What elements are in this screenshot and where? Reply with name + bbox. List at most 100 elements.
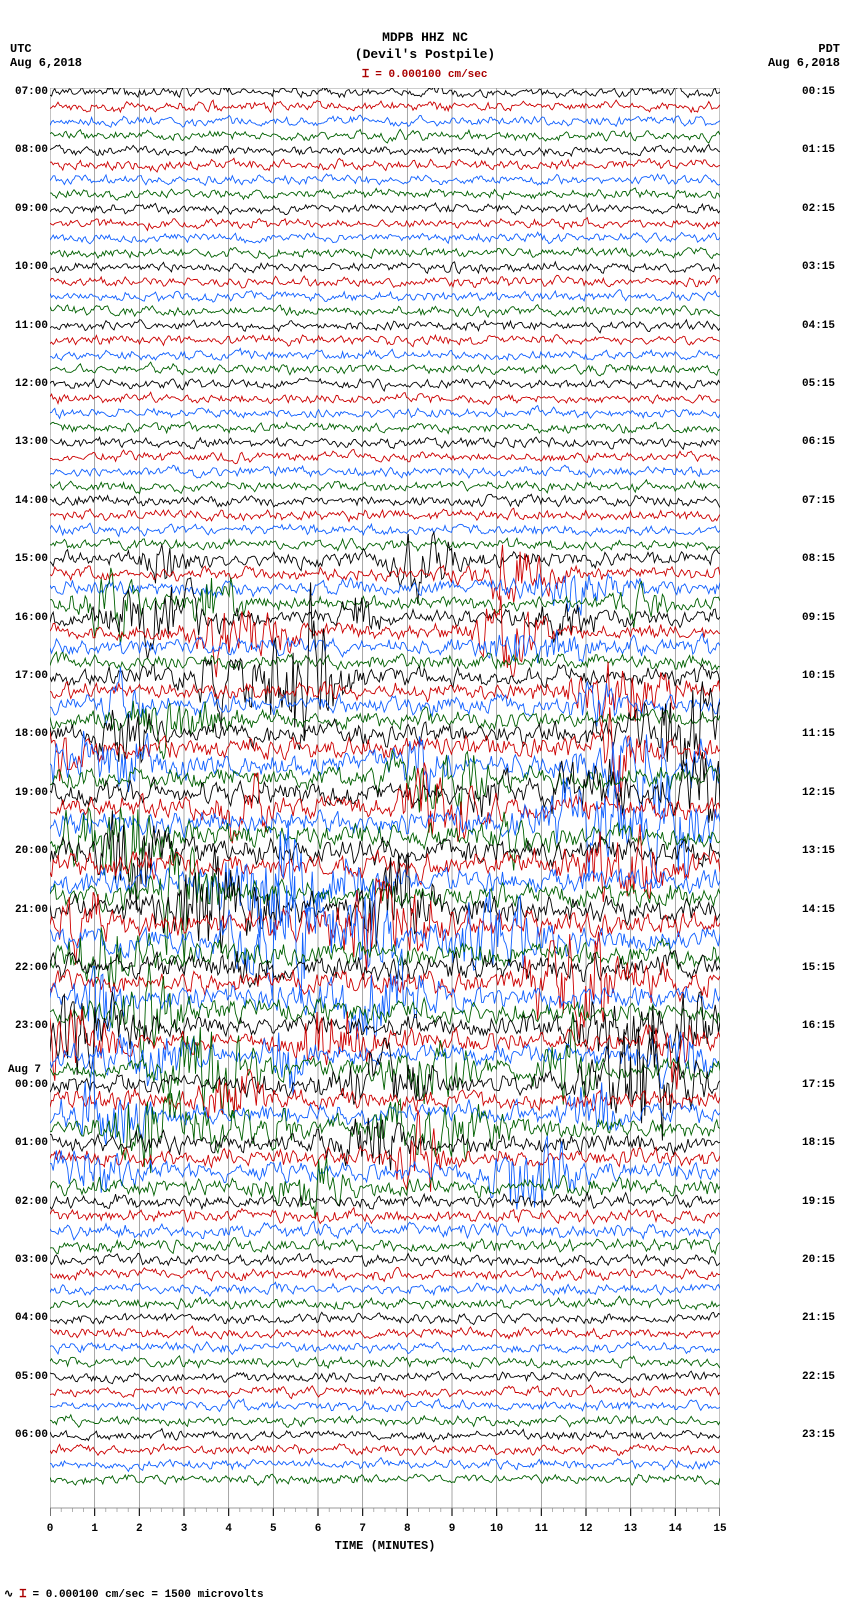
x-tick-label: 13 [624,1523,637,1535]
seismic-trace [50,951,720,988]
seismic-trace [50,437,720,449]
seismic-trace [50,1474,720,1485]
right-time-label: 05:15 [802,378,835,390]
seismic-trace [50,203,720,215]
seismic-trace [50,750,720,815]
left-time-label: 12:00 [15,378,48,390]
seismic-trace [50,480,720,494]
right-time-label: 11:15 [802,728,835,740]
seismic-trace [50,1253,720,1266]
left-time-label: 15:00 [15,553,48,565]
x-tick-label: 7 [359,1523,366,1535]
x-tick-label: 1 [91,1523,98,1535]
seismic-trace [50,1025,720,1140]
left-time-label: 03:00 [15,1254,48,1266]
x-tick-label: 8 [404,1523,411,1535]
seismic-trace [50,232,720,244]
seismic-trace [50,1090,720,1173]
seismic-trace [50,523,720,536]
right-time-label: 09:15 [802,612,835,624]
left-time-label: 06:00 [15,1429,48,1441]
x-tick-label: 4 [225,1523,232,1535]
seismic-trace [50,305,720,317]
seismic-trace [50,1267,720,1281]
seismic-trace [50,378,720,391]
seismic-trace [50,652,720,670]
right-time-label: 15:15 [802,962,835,974]
seismic-trace [50,1458,720,1472]
x-tick-label: 9 [449,1523,456,1535]
right-time-label: 08:15 [802,553,835,565]
station-code: MDPB HHZ NC [0,30,850,47]
right-time-label: 12:15 [802,787,835,799]
left-time-label: 20:00 [15,845,48,857]
seismic-trace [50,964,720,1059]
seismic-trace [50,348,720,360]
seismic-trace [50,1032,720,1096]
scale-bar-icon: Ɪ [363,69,376,81]
seismic-trace [50,465,720,478]
seismic-trace [50,1415,720,1428]
seismic-trace [50,100,720,112]
left-time-label: 17:00 [15,670,48,682]
right-time-label: 16:15 [802,1020,835,1032]
seismic-trace [50,406,720,419]
seismic-trace [50,810,720,909]
x-tick-label: 2 [136,1523,143,1535]
x-tick-label: 12 [579,1523,592,1535]
seismic-trace [50,545,720,603]
seismic-trace [50,763,720,844]
left-time-label: 19:00 [15,787,48,799]
seismic-trace [50,538,720,551]
left-time-label: 09:00 [15,203,48,215]
left-time-label: 23:00 [15,1020,48,1032]
right-time-label: 18:15 [802,1137,835,1149]
x-axis-title: TIME (MINUTES) [50,1539,720,1553]
seismic-trace [50,949,720,1041]
right-time-label: 02:15 [802,203,835,215]
seismic-trace [50,824,720,938]
scale-bar-text: = 0.000100 cm/sec [375,69,487,81]
seismic-trace [50,1356,720,1369]
seismic-trace [50,1009,720,1090]
seismic-trace [50,596,720,678]
footer-wave-icon: ∿ [4,1589,20,1601]
x-tick-label: 14 [669,1523,682,1535]
seismic-trace [50,807,720,881]
x-tick-label: 11 [535,1523,548,1535]
seismic-trace [50,878,720,972]
seismic-trace [50,681,720,770]
seismic-trace [50,1158,720,1219]
left-time-label: 21:00 [15,904,48,916]
seismic-trace [50,158,720,172]
seismic-trace [50,847,720,953]
left-time-label: 11:00 [15,320,48,332]
right-time-label: 17:15 [802,1079,835,1091]
right-time-label: 06:15 [802,436,835,448]
header-block: MDPB HHZ NC (Devil's Postpile) Ɪ = 0.000… [0,30,850,82]
right-time-label: 23:15 [802,1429,835,1441]
left-time-label: 18:00 [15,728,48,740]
seismic-trace [50,932,720,1040]
seismic-trace [50,145,720,157]
right-time-label: 22:15 [802,1371,835,1383]
seismic-trace [50,574,720,616]
seismogram-svg [50,88,720,1518]
seismic-trace [50,630,720,663]
seismic-trace [50,362,720,376]
seismic-trace [50,275,720,288]
day-break-label: Aug 7 [8,1064,41,1076]
left-time-label: 10:00 [15,261,48,273]
x-tick-label: 5 [270,1523,277,1535]
seismic-trace [50,992,720,1075]
station-name: (Devil's Postpile) [0,47,850,64]
seismic-trace [50,1070,720,1120]
left-time-label: 08:00 [15,144,48,156]
footer-microvolts: 1500 microvolts [165,1589,264,1601]
right-time-label: 14:15 [802,904,835,916]
plot-area [50,88,720,1518]
right-time-label: 10:15 [802,670,835,682]
left-time-label: 07:00 [15,86,48,98]
seismic-trace [50,1118,720,1171]
right-time-label: 19:15 [802,1196,835,1208]
